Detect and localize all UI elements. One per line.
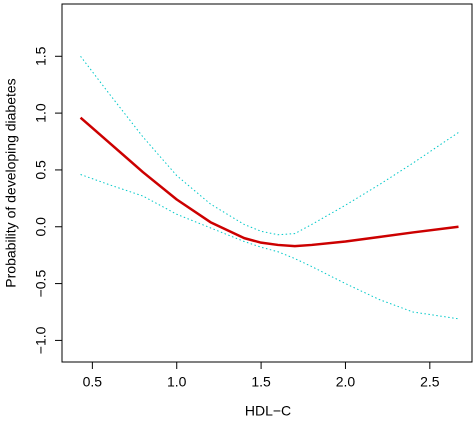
x-tick-label: 1.0	[167, 374, 187, 390]
x-tick-label: 2.5	[420, 374, 440, 390]
y-tick-label: 1.5	[33, 46, 49, 66]
x-tick-label: 0.5	[83, 374, 103, 390]
x-tick-label: 2.0	[336, 374, 356, 390]
x-tick-label: 1.5	[251, 374, 271, 390]
series-line	[79, 116, 459, 248]
y-tick-label: 0.0	[33, 217, 49, 237]
y-tick-label: −1.0	[33, 326, 49, 354]
x-axis-title: HDL−C	[245, 403, 291, 419]
y-tick-label: 0.5	[33, 160, 49, 180]
y-axis-title: Probability of developing diabetes	[3, 78, 19, 287]
y-tick-label: 1.0	[33, 103, 49, 123]
plot-frame	[61, 3, 473, 363]
y-tick-label: −0.5	[33, 270, 49, 298]
series-line	[80, 55, 459, 236]
series-line	[80, 174, 459, 320]
